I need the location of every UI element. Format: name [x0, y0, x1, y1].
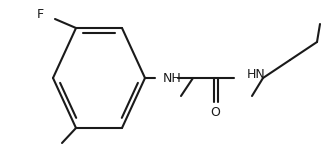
- Text: O: O: [210, 106, 220, 119]
- Text: NH: NH: [163, 71, 182, 84]
- Text: F: F: [36, 7, 44, 20]
- Text: HN: HN: [247, 67, 266, 80]
